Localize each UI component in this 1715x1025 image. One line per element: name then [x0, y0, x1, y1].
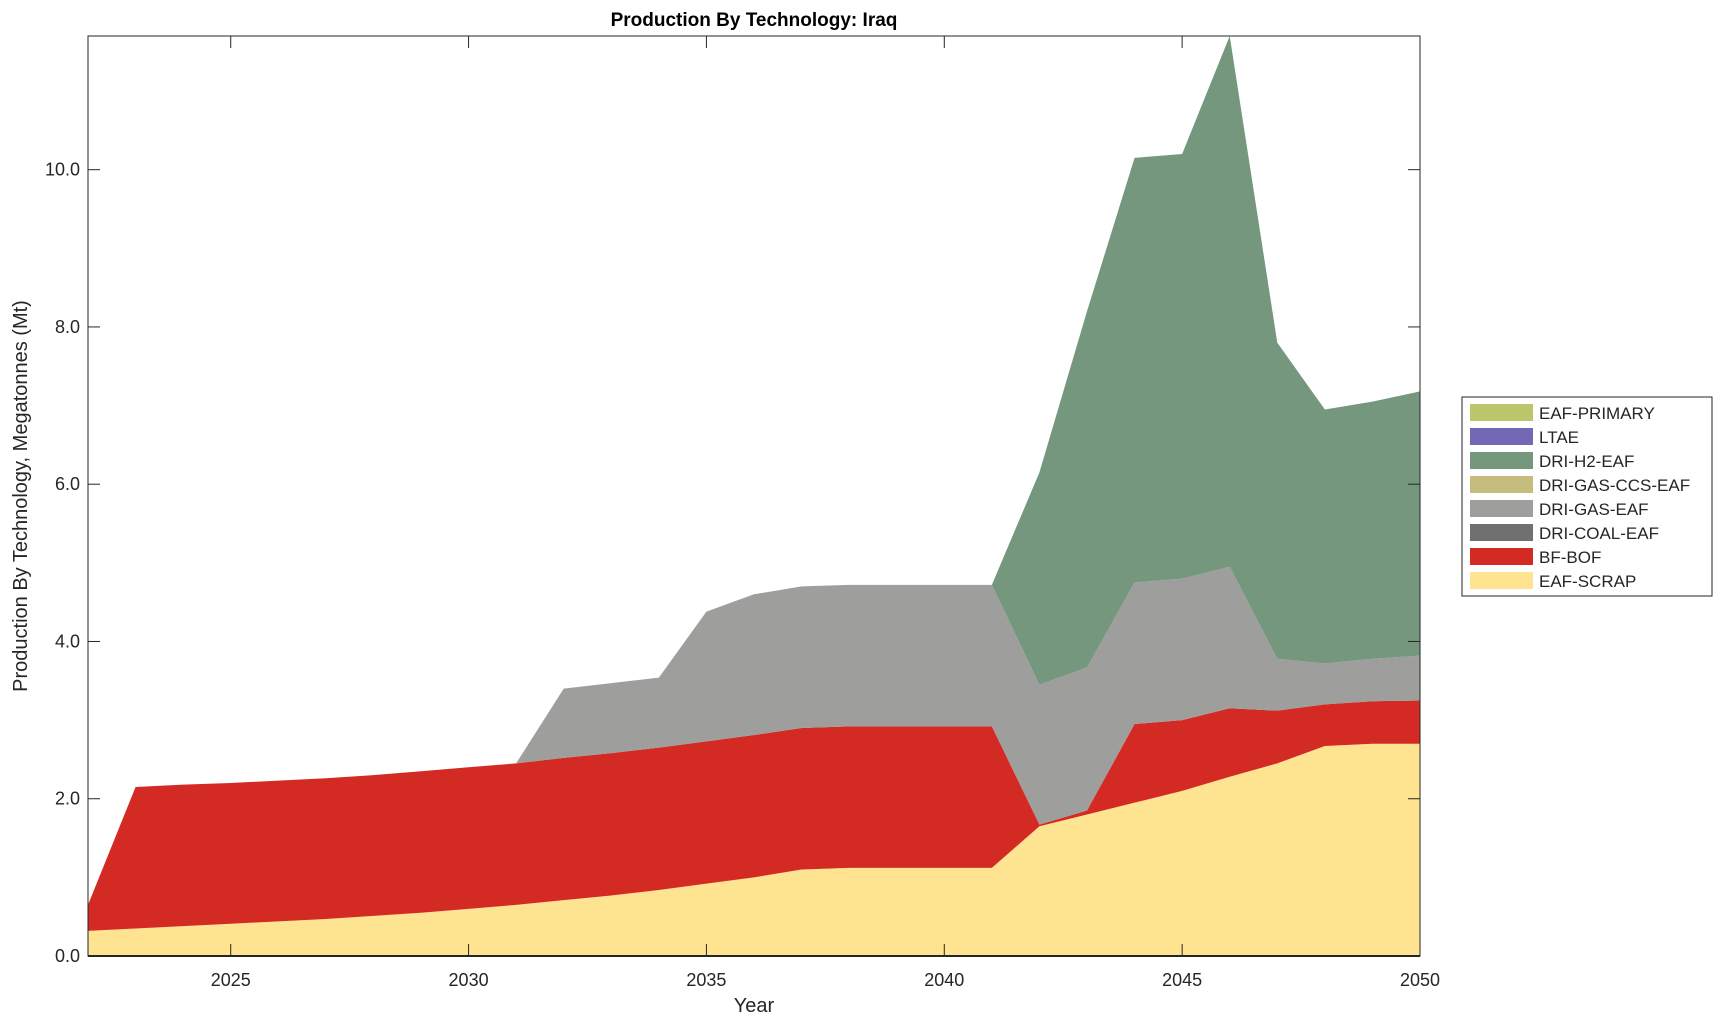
- x-tick-label: 2050: [1400, 970, 1440, 990]
- legend-swatch: [1470, 476, 1533, 493]
- legend-swatch: [1470, 404, 1533, 421]
- area-dri-gas-eaf: [88, 566, 1420, 905]
- legend-swatch: [1470, 524, 1533, 541]
- legend-label: EAF-PRIMARY: [1539, 404, 1655, 423]
- chart-title: Production By Technology: Iraq: [611, 10, 898, 31]
- y-tick-label: 0.0: [55, 946, 80, 966]
- area-dri-h2-eaf: [88, 36, 1420, 905]
- axis-ticks: 2025 2030 2035 2040 2045 2050 0.0 2.0 4.0 6.0 8.0 1…: [45, 36, 1440, 990]
- x-tick-label: 2030: [449, 970, 489, 990]
- legend-label: EAF-SCRAP: [1539, 572, 1636, 591]
- legend-label: DRI-GAS-EAF: [1539, 500, 1649, 519]
- legend-swatch: [1470, 548, 1533, 565]
- y-tick-label: 6.0: [55, 474, 80, 494]
- y-tick-label: 10.0: [45, 160, 80, 180]
- legend-swatch: [1470, 452, 1533, 469]
- area-eaf-scrap: [88, 743, 1420, 956]
- y-tick-label: 2.0: [55, 789, 80, 809]
- legend-label: DRI-H2-EAF: [1539, 452, 1634, 471]
- x-axis-label: Year: [734, 995, 775, 1017]
- legend-label: DRI-GAS-CCS-EAF: [1539, 476, 1690, 495]
- legend-swatch: [1470, 500, 1533, 517]
- legend-swatch: [1470, 572, 1533, 589]
- y-axis-label: Production By Technology, Megatonnes (Mt…: [10, 300, 32, 692]
- legend: EAF-PRIMARY LTAE DRI-H2-EAF DRI-GAS-CCS-EAF…: [1461, 396, 1713, 597]
- legend-label: DRI-COAL-EAF: [1539, 524, 1659, 543]
- legend-label: BF-BOF: [1539, 548, 1601, 567]
- x-tick-label: 2045: [1162, 970, 1202, 990]
- y-tick-label: 4.0: [55, 631, 80, 651]
- x-tick-label: 2040: [924, 970, 964, 990]
- legend-swatch: [1470, 428, 1533, 445]
- area-bf-bof: [88, 700, 1420, 931]
- y-tick-label: 8.0: [55, 317, 80, 337]
- legend-label: LTAE: [1539, 428, 1579, 447]
- x-tick-label: 2035: [686, 970, 726, 990]
- x-tick-label: 2025: [211, 970, 251, 990]
- stacked-areas: [88, 36, 1420, 956]
